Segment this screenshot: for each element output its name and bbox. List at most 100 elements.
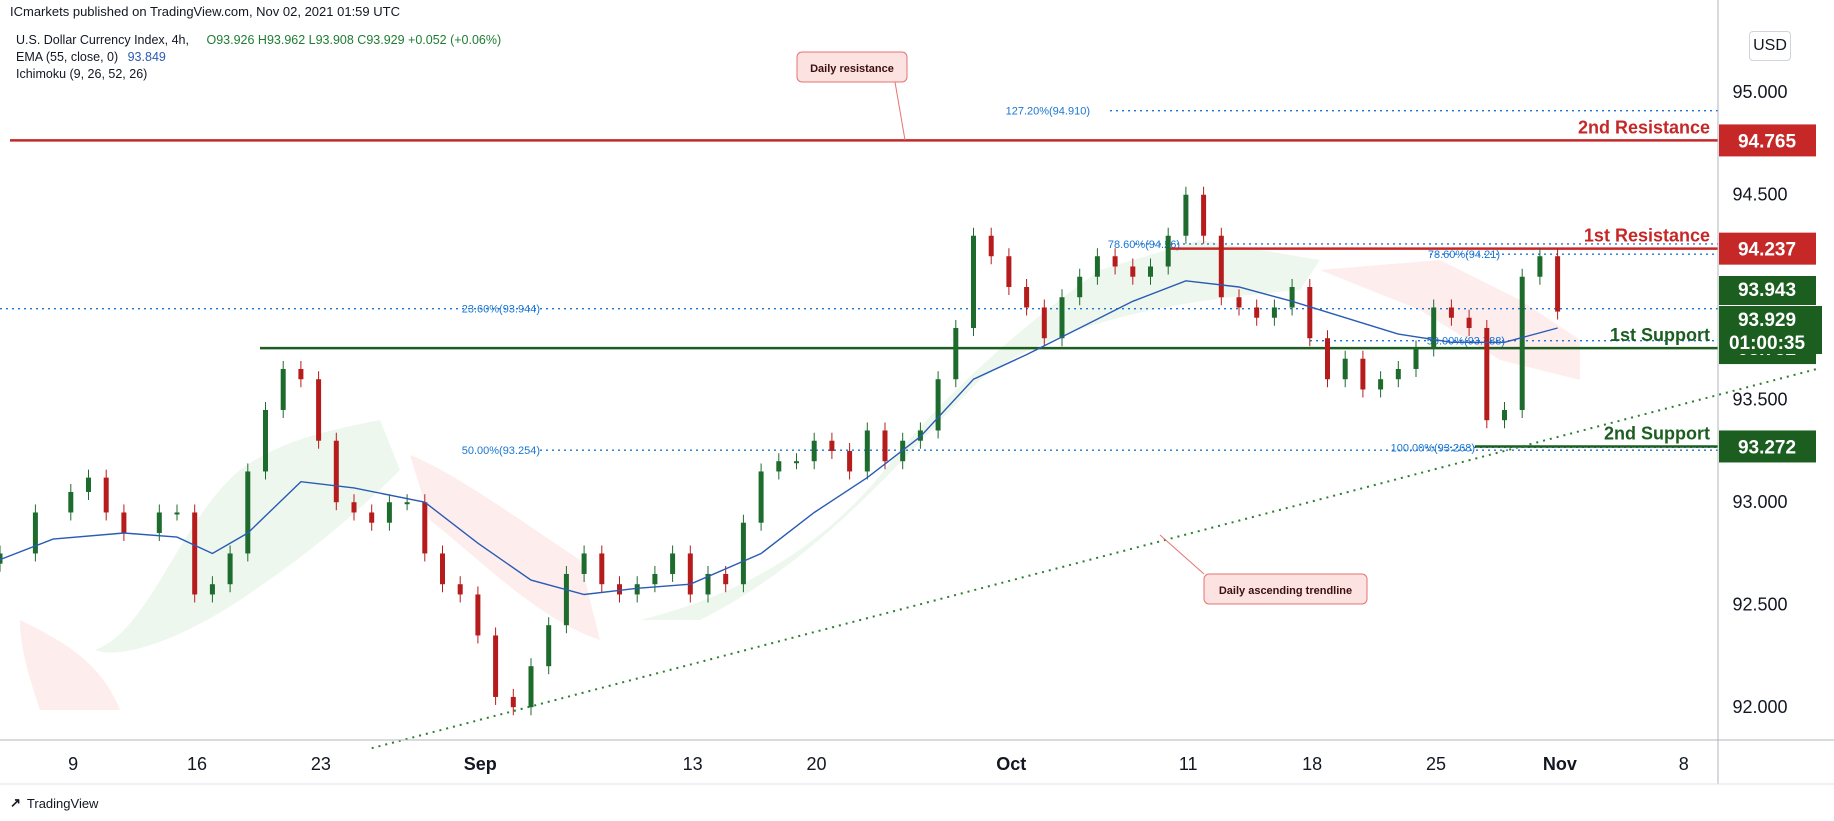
candle-body [1307,286,1313,339]
level-name: 2nd Support [1604,423,1710,443]
x-tick-label: 9 [68,754,78,774]
candle-body [510,696,516,708]
candle-body [493,635,499,697]
candle-body [422,502,428,554]
candle-body [316,379,322,441]
candle-body [369,512,375,523]
candle-body [1448,307,1454,318]
candle-body [192,512,198,595]
x-tick-label: Oct [996,754,1026,774]
candle-body [1041,307,1047,339]
price-tag-label: 01:00:35 [1729,333,1805,354]
x-tick-label: 16 [187,754,207,774]
footer: ↗ TradingView [10,795,98,811]
x-tick-label: 13 [683,754,703,774]
candle-body [263,409,268,472]
price-tag-label: 93.929 [1738,310,1796,331]
x-tick-label: 20 [806,754,826,774]
candle-body [1413,348,1419,369]
candle-body [794,461,799,464]
candle-body [1165,235,1171,267]
price-tag [1719,329,1822,354]
level-name: 1st Resistance [1584,226,1710,246]
legend-symbol: U.S. Dollar Currency Index, 4h, [16,33,189,47]
ichimoku-cloud-red [410,455,600,640]
candle-body [1218,235,1224,298]
legend-ichimoku-label: Ichimoku (9, 26, 52, 26) [16,67,148,81]
x-tick-label: 18 [1302,754,1322,774]
candle-body [1059,297,1065,339]
currency-button[interactable]: USD [1749,31,1791,61]
candle-body [351,502,357,513]
level-name: 2nd Resistance [1578,117,1710,137]
y-tick-label: 95.000 [1732,82,1787,102]
fib-level-label: 50.00%(93.254) [462,445,540,457]
candle-body [705,573,711,595]
legend-ema-value: 93.849 [127,50,166,64]
candle-body [1289,286,1295,308]
candle-body [1183,194,1189,236]
x-tick-label: 25 [1426,754,1446,774]
candle-body [829,440,835,451]
candle-body [1130,266,1136,277]
candle-body [617,584,622,595]
candle-body [1502,409,1507,421]
candle-body [1378,379,1384,390]
x-tick-label: 11 [1179,754,1198,774]
annotation-pointer [1159,534,1205,575]
candle-body [864,430,870,472]
level-price-label: 94.765 [1738,131,1797,152]
candle-body [68,491,74,513]
candle-body [386,502,392,523]
candle-body [953,327,959,380]
tradingview-logo-icon: ↗ [10,795,21,810]
level-price-label: 94.237 [1738,240,1796,261]
candle-body [245,471,251,554]
candle-body [1006,256,1012,287]
y-tick-label: 93.000 [1732,492,1787,512]
candle-body [32,512,38,554]
level-name: 1st Support [1610,325,1710,345]
candle-body [227,553,233,585]
candle-body [528,666,534,708]
footer-brand: TradingView [26,795,99,811]
candle-body [1537,256,1543,277]
candle-body [1094,256,1100,277]
candle-body [1271,307,1277,318]
candle-body [670,553,676,574]
ichimoku-cloud-green-right [640,240,1320,620]
candle-body [440,553,445,585]
y-tick-label: 92.000 [1732,697,1787,717]
candle-body [847,450,853,472]
annotation-pointer [894,81,906,141]
candle-body [209,584,215,595]
price-tag [1719,306,1822,331]
legend-ohlc: O93.926 H93.962 L93.908 C93.929 +0.052 (… [206,33,502,47]
x-tick-label: 8 [1679,754,1689,774]
annotation-label: Daily resistance [810,63,894,75]
candle-body [1395,368,1401,380]
x-tick-label: 23 [311,754,331,774]
candle-body [1325,338,1330,380]
y-tick-label: 92.500 [1732,595,1787,615]
level-price-tag [1719,430,1816,463]
legend-ema-label: EMA (55, close, 0) [16,50,119,64]
candle-body [103,477,109,513]
x-tick-label: Sep [464,754,497,774]
candle-body [546,625,552,667]
candle-body [935,379,941,431]
fib-level-label: 100.00%(93.268) [1391,442,1475,454]
candle-body [333,440,339,503]
candle-body [758,471,764,523]
x-tick-label: Nov [1543,754,1577,774]
candle-body [1148,266,1153,277]
candle-body [174,512,180,515]
candle-body [652,573,658,585]
candle-body [581,553,587,574]
candle-body [776,461,782,472]
candle-body [404,502,410,505]
candle-body [563,573,569,626]
publisher-header: ICmarkets published on TradingView.com, … [10,4,400,19]
candle-body [882,430,888,462]
